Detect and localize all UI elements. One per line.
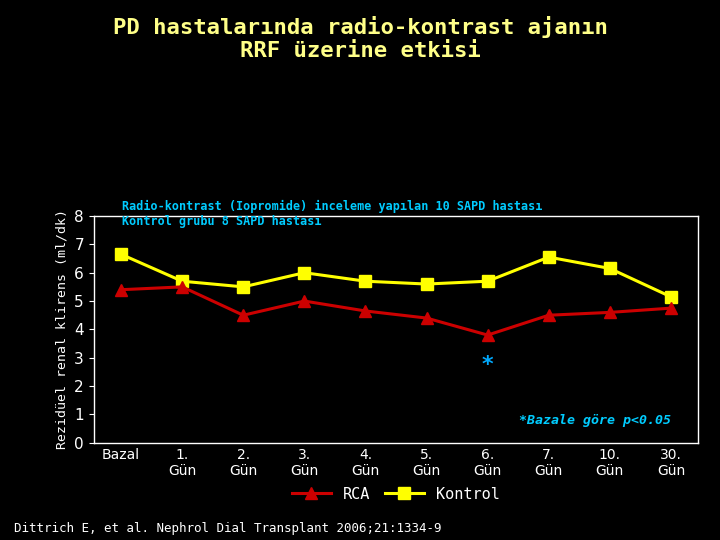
Text: Radio-kontrast (Iopromide) inceleme yapılan 10 SAPD hastası
Kontrol grubu 8 SAPD: Radio-kontrast (Iopromide) inceleme yapı…	[122, 200, 543, 228]
Text: *: *	[482, 355, 493, 375]
Text: *Bazale göre p<0.05: *Bazale göre p<0.05	[519, 414, 671, 427]
Y-axis label: Rezidüel renal klirens (ml/dk): Rezidüel renal klirens (ml/dk)	[55, 210, 68, 449]
Text: Dittrich E, et al. Nephrol Dial Transplant 2006;21:1334-9: Dittrich E, et al. Nephrol Dial Transpla…	[14, 522, 442, 535]
Legend: RCA, Kontrol: RCA, Kontrol	[287, 481, 505, 508]
Text: PD hastalarında radio-kontrast ajanın
RRF üzerine etkisi: PD hastalarında radio-kontrast ajanın RR…	[112, 16, 608, 62]
